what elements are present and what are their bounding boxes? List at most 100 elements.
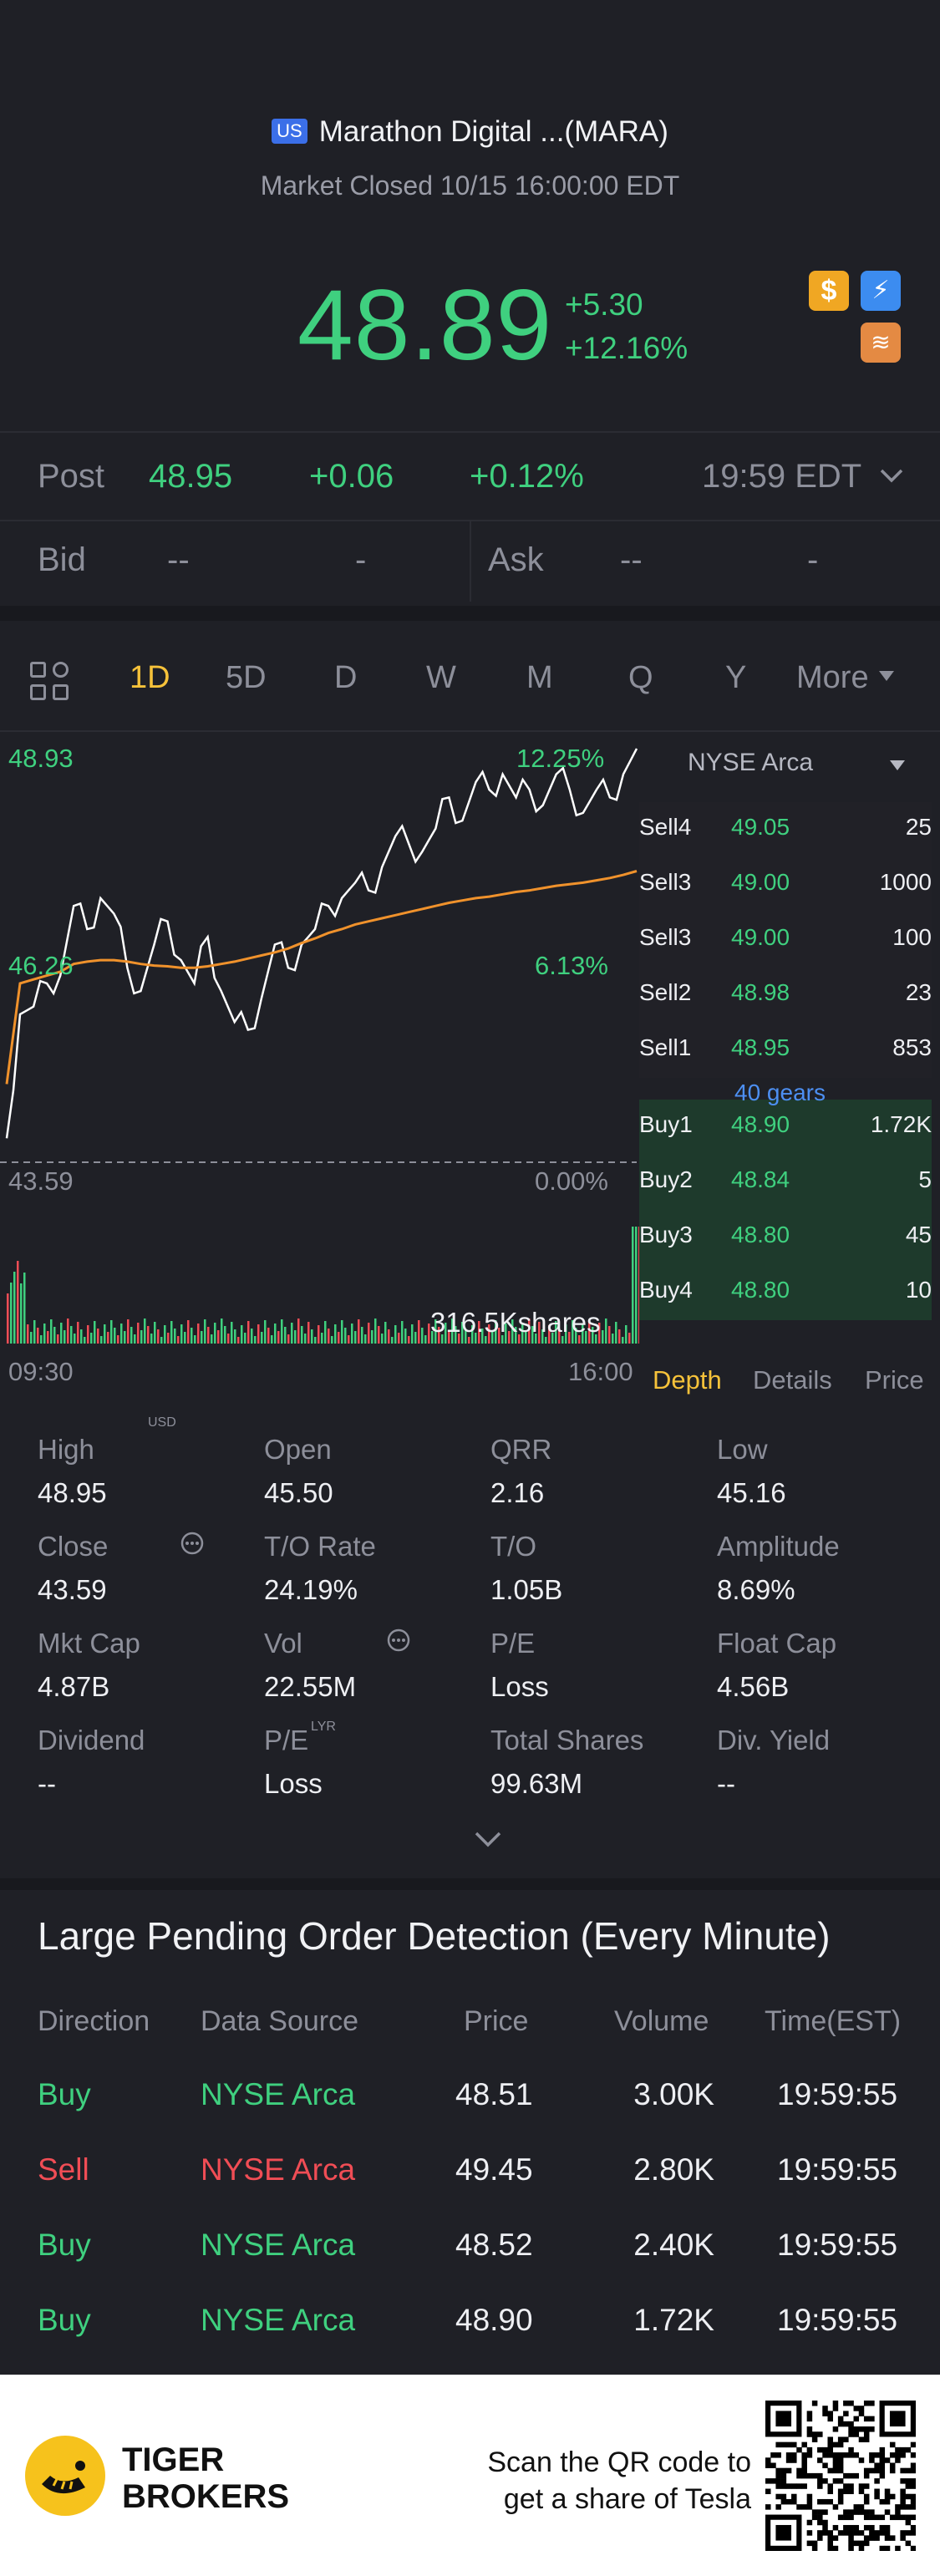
volume-bar (618, 1329, 621, 1344)
volume-bar (485, 1336, 487, 1344)
volume-bar (117, 1335, 119, 1344)
volume-bar (608, 1326, 611, 1344)
stat-label: P/E (264, 1725, 309, 1755)
order-direction: Buy (38, 2303, 91, 2337)
volume-bar (592, 1327, 594, 1344)
volume-bar (130, 1327, 133, 1344)
price-line (5, 748, 638, 1139)
tab-d[interactable]: D (334, 660, 358, 695)
volume-bar (120, 1324, 123, 1344)
order-volume: 3.00K (633, 2077, 714, 2111)
bid-level-row[interactable]: Buy4 48.80 10 (639, 1265, 932, 1320)
volume-bar (33, 1320, 36, 1344)
ask-level-row[interactable]: Sell3 49.00 100 (639, 912, 932, 968)
level-label: Sell3 (639, 869, 692, 895)
usd-superscript: USD (148, 1415, 176, 1430)
qr-code[interactable] (765, 2401, 916, 2551)
volume-bar (301, 1326, 303, 1344)
brand-name-line2: BROKERS (122, 2478, 290, 2515)
more-icon[interactable] (180, 1531, 205, 1556)
dollar-icon[interactable]: $ (809, 271, 849, 311)
volume-bar (598, 1323, 601, 1344)
volume-bar (458, 1334, 460, 1344)
bid-level-row[interactable]: Buy2 48.84 5 (639, 1155, 932, 1210)
volume-bar (408, 1336, 410, 1344)
post-time-selector[interactable]: 19:59 EDT (702, 458, 904, 495)
ask-level-row[interactable]: Sell4 49.05 25 (639, 802, 932, 857)
volume-bar (445, 1323, 447, 1344)
volume-bar (561, 1336, 564, 1344)
volume-bar (414, 1332, 417, 1344)
tab-details[interactable]: Details (753, 1365, 832, 1395)
ask-level-row[interactable]: Sell2 48.98 23 (639, 968, 932, 1023)
books-icon[interactable]: ≋ (861, 323, 901, 363)
volume-bar (421, 1328, 424, 1344)
order-source: NYSE Arca (201, 2303, 356, 2337)
volume-bar (404, 1329, 407, 1344)
gears-label[interactable]: 40 gears (734, 1080, 826, 1105)
volume-bar (501, 1335, 504, 1344)
bid-level-row[interactable]: Buy3 48.80 45 (639, 1210, 932, 1265)
volume-bar (521, 1323, 524, 1344)
level-label: Buy3 (639, 1222, 693, 1247)
tab-1d[interactable]: 1D (130, 660, 170, 695)
tab-q[interactable]: Q (628, 660, 653, 695)
tab-y[interactable]: Y (725, 660, 747, 695)
caret-down-icon (879, 671, 895, 681)
volume-bar (237, 1337, 240, 1344)
tab-w[interactable]: W (426, 660, 456, 695)
ask-level-row[interactable]: Sell1 48.95 853 (639, 1023, 932, 1078)
volume-bar (535, 1334, 537, 1344)
section-separator (0, 1878, 940, 1890)
volume-bar (361, 1327, 363, 1344)
level-volume: 25 (905, 814, 932, 840)
volume-bar (160, 1337, 163, 1344)
ask-level-row[interactable]: Sell3 49.00 1000 (639, 857, 932, 912)
level-volume: 1.72K (870, 1111, 932, 1137)
bid-level-row[interactable]: Buy1 48.90 1.72K (639, 1100, 932, 1155)
volume-bar (448, 1330, 450, 1344)
volume-bar (338, 1332, 340, 1344)
stat-label: Open (264, 1434, 332, 1465)
average-price-line (5, 870, 638, 1085)
lightning-icon[interactable]: ⚡ (861, 271, 901, 311)
volume-bar (364, 1334, 367, 1344)
tab-price[interactable]: Price (865, 1365, 924, 1395)
divider (0, 520, 940, 521)
volume-bar (211, 1334, 213, 1344)
volume-bar (628, 1333, 631, 1344)
price-change-pct: +12.16% (565, 331, 688, 365)
post-time: 19:59 EDT (702, 458, 861, 495)
stat-value: 8.69% (717, 1574, 795, 1605)
stat-value: 24.19% (264, 1574, 358, 1605)
grid-icon[interactable] (30, 662, 70, 702)
divider (0, 431, 940, 433)
level-price: 49.00 (731, 924, 790, 950)
volume-bar (7, 1293, 9, 1344)
volume-bar (328, 1329, 330, 1344)
volume-bar (170, 1321, 173, 1344)
stat-value: 4.87B (38, 1671, 110, 1702)
order-time: 19:59:55 (777, 2152, 898, 2187)
volume-bar (10, 1283, 13, 1344)
volume-bar (291, 1323, 293, 1344)
tab-5d[interactable]: 5D (226, 660, 267, 695)
volume-bar (545, 1337, 547, 1344)
chevron-down-icon[interactable] (473, 1830, 503, 1848)
volume-bar (84, 1337, 86, 1344)
volume-bar (568, 1332, 571, 1344)
ask-label: Ask (488, 541, 544, 578)
volume-bar (97, 1329, 99, 1344)
more-icon[interactable] (386, 1628, 411, 1653)
volume-bar (388, 1329, 390, 1344)
volume-bar (124, 1331, 126, 1344)
tab-depth[interactable]: Depth (653, 1365, 722, 1395)
volume-bar (384, 1322, 387, 1344)
tab-more[interactable]: More (796, 660, 896, 696)
volume-bar (77, 1322, 79, 1344)
tab-m[interactable]: M (526, 660, 553, 695)
intraday-chart[interactable]: 48.93 12.25% 46.26 6.13% 43.59 0.00% 316… (0, 732, 639, 1386)
chevron-down-icon (880, 469, 902, 483)
caret-down-icon[interactable] (888, 759, 907, 772)
col-direction: Direction (38, 2005, 150, 2037)
